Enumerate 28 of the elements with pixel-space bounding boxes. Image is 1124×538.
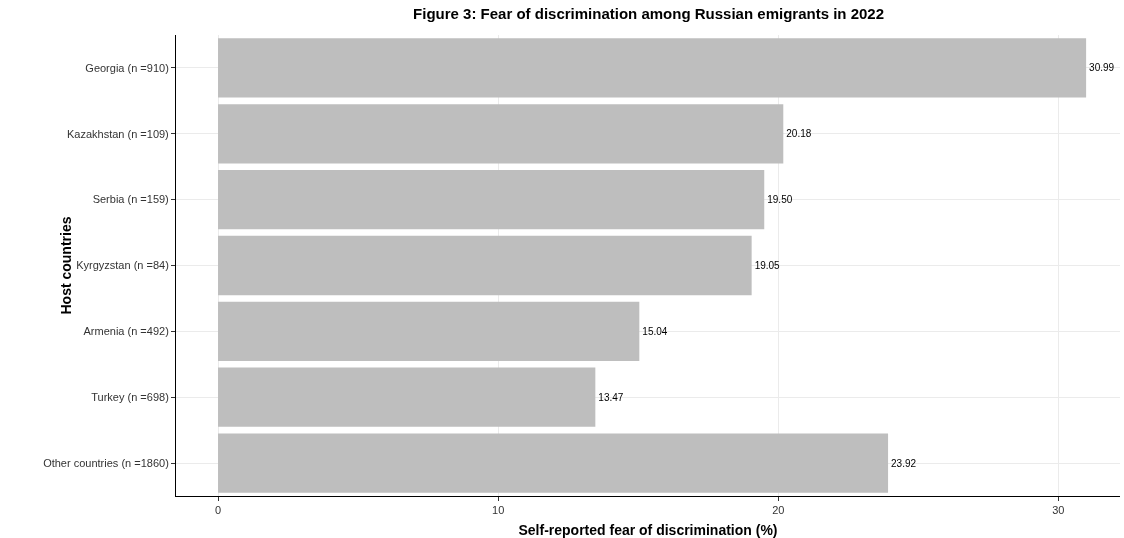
- bar: [218, 104, 784, 164]
- bar: [218, 38, 1087, 98]
- x-tick-label: 0: [214, 504, 222, 517]
- x-axis-title: Self-reported fear of discrimination (%): [518, 522, 778, 538]
- y-tick-label: Kazakhstan (n =109): [66, 127, 169, 140]
- y-tick-label: Georgia (n =910): [85, 61, 169, 74]
- y-tick-label: Turkey (n =698): [91, 391, 169, 404]
- data-label: 30.99: [1089, 62, 1115, 74]
- y-tick-label: Kyrgyzstan (n =84): [76, 259, 169, 272]
- x-tick-label: 20: [772, 504, 785, 517]
- bar: [218, 367, 596, 427]
- data-label: 19.05: [754, 260, 781, 271]
- y-tick-label: Armenia (n =492): [83, 325, 169, 338]
- bar: [218, 170, 765, 230]
- data-label: 23.92: [891, 457, 917, 469]
- y-tick-label: Serbia (n =159): [92, 193, 169, 206]
- data-label: 15.04: [642, 325, 668, 337]
- bar: [218, 235, 752, 296]
- x-tick-label: 30: [1052, 504, 1065, 517]
- bar: [218, 433, 889, 493]
- y-axis-title: Host countries: [58, 216, 75, 315]
- y-tick-label: Other countries (n =1860): [43, 456, 169, 469]
- chart-title: Figure 3: Fear of discrimination among Russian emigrants in 2022: [413, 4, 885, 22]
- bar: [218, 301, 640, 361]
- data-label: 19.50: [767, 194, 793, 206]
- data-label: 13.47: [598, 391, 624, 403]
- x-tick-label: 10: [492, 504, 505, 517]
- data-label: 20.18: [786, 128, 812, 140]
